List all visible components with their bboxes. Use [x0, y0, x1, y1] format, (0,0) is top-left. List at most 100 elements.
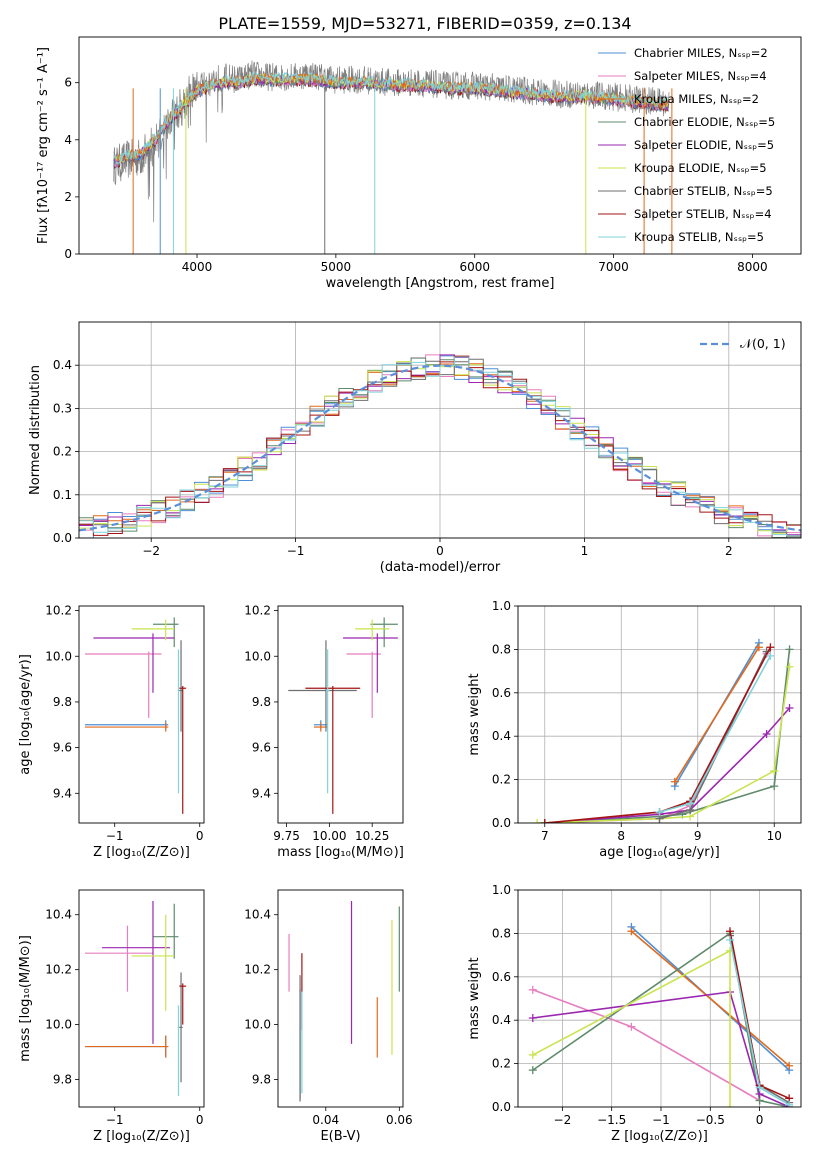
y-tick-label: 0.0: [492, 1100, 511, 1114]
legend-entry: 𝒩(0, 1): [740, 336, 786, 351]
x-tick-label: 4000: [182, 260, 213, 274]
y-tick-label: 0.4: [53, 358, 72, 372]
y-axis-label: age [log₁₀(age/yr)]: [18, 654, 33, 775]
weight-marker-4: [785, 703, 794, 712]
residual-histogram-8: [79, 356, 801, 537]
weight-marker-5: [528, 1050, 537, 1059]
x-tick-label: 8: [617, 829, 625, 843]
y-tick-label: 10.2: [244, 963, 271, 977]
x-axis-label: wavelength [Angstrom, rest frame]: [326, 276, 555, 291]
y-tick-label: 0.0: [53, 531, 72, 545]
panel-age_vs_Z: −1 0 9.4 9.6 9.8 10.0 10.2 Z [log₁₀(Z/Z⊙)] age […: [18, 604, 205, 860]
y-tick-label: 0.6: [492, 686, 511, 700]
y-axis-label: mass weight: [467, 957, 482, 1039]
y-tick-label: 0.4: [492, 729, 511, 743]
plot-area: [113, 60, 673, 254]
panel-spectrum: 4000 5000 6000 7000 8000 0 2 4 6 wavelength [Angs…: [36, 36, 802, 291]
y-tick-label: 9.6: [252, 741, 271, 755]
x-tick-label: 0: [196, 829, 204, 843]
weight-marker-7: [766, 643, 775, 652]
x-tick-label: 10.25: [355, 829, 389, 843]
weight-line-4: [544, 707, 791, 823]
x-tick-label: 2: [725, 544, 733, 558]
panel-mass_vs_Z: −1 0 9.8 10.0 10.2 10.4 Z [log₁₀(Z/Z⊙)] mass [l…: [18, 889, 205, 1144]
weight-marker-1: [627, 1022, 636, 1031]
x-tick-label: 9.75: [273, 829, 300, 843]
x-tick-label: 6000: [459, 260, 490, 274]
x-tick-label: 0.06: [386, 1113, 413, 1127]
axes-frame: [78, 36, 802, 255]
y-tick-label: 9.8: [252, 695, 271, 709]
y-tick-label: 0.8: [492, 926, 511, 940]
weight-marker-4: [762, 730, 771, 739]
y-tick-label: 0.1: [53, 488, 72, 502]
weight-marker-7: [726, 927, 735, 936]
axes-frame: [277, 605, 404, 824]
weight-marker-3: [785, 645, 794, 654]
y-tick-label: 9.6: [53, 741, 72, 755]
weight-line-1: [544, 653, 768, 823]
axes-frame: [517, 605, 802, 824]
weight-marker-2: [627, 927, 636, 936]
legend-entry: Kroupa STELIB, Nₛₛₚ=5: [634, 230, 764, 244]
weight-marker-5: [533, 819, 542, 823]
weight-marker-8: [755, 1083, 764, 1092]
legend-entry: Chabrier STELIB, Nₛₛₚ=5: [634, 184, 773, 198]
weight-line-1: [532, 989, 760, 1102]
legend-entry: Chabrier ELODIE, Nₛₛₚ=5: [634, 115, 775, 129]
weight-marker-8: [655, 808, 664, 817]
axes-frame: [78, 605, 205, 824]
x-tick-label: −1: [652, 1113, 670, 1127]
weight-marker-2: [754, 643, 763, 652]
axes-frame: [277, 889, 404, 1108]
x-axis-label: Z [log₁₀(Z/Z⊙)]: [611, 1129, 708, 1144]
x-tick-label: 0: [196, 1113, 204, 1127]
y-tick-label: 0.6: [492, 970, 511, 984]
weight-line-2: [630, 930, 790, 1067]
y-axis-label: Normed distribution: [28, 365, 43, 495]
panel-weight_vs_Z: −2 −1.5 −1 −0.5 0 0.0 0.2 0.4 0.6 0.8 1.0 Z [log₁₀(…: [467, 883, 802, 1144]
y-tick-label: 0.0: [492, 816, 511, 830]
plot-area: [79, 322, 801, 538]
x-tick-label: 10.00: [312, 829, 346, 843]
legend-entry: Salpeter STELIB, Nₛₛₚ=4: [634, 207, 772, 221]
weight-marker-2: [785, 1061, 794, 1070]
x-tick-label: 0: [436, 544, 444, 558]
x-tick-label: 7000: [598, 260, 629, 274]
x-tick-label: −1: [106, 1113, 124, 1127]
x-tick-label: 7: [541, 829, 549, 843]
y-tick-label: 10.4: [244, 908, 271, 922]
y-tick-label: 10.2: [45, 963, 72, 977]
legend-entry: Salpeter ELODIE, Nₛₛₚ=5: [634, 138, 774, 152]
x-tick-label: 0: [756, 1113, 764, 1127]
panel-weight_vs_age: 7 8 9 10 0.0 0.2 0.4 0.6 0.8 1.0 age [log₁₀(age/yr…: [467, 599, 802, 860]
legend-entry: Chabrier MILES, Nₛₛₚ=2: [634, 46, 768, 60]
x-tick-label: −1: [287, 544, 305, 558]
y-tick-label: 10.0: [45, 649, 72, 663]
y-tick-label: 0.8: [492, 642, 511, 656]
y-tick-label: 6: [64, 76, 72, 90]
normal-curve: [79, 364, 801, 532]
y-tick-label: 9.8: [53, 695, 72, 709]
weight-marker-1: [528, 985, 537, 994]
y-tick-label: 2: [64, 190, 72, 204]
y-tick-label: 10.2: [244, 604, 271, 618]
y-axis-label: mass weight: [467, 673, 482, 755]
x-tick-label: −2: [554, 1113, 572, 1127]
y-axis-label: mass [log₁₀(M/M⊙)]: [18, 935, 33, 1062]
legend-entry: Kroupa ELODIE, Nₛₛₚ=5: [634, 161, 767, 175]
x-axis-label: mass [log₁₀(M/M⊙)]: [277, 845, 404, 860]
weight-marker-5: [770, 766, 779, 775]
x-axis-label: (data-model)/error: [380, 560, 501, 575]
y-tick-label: 9.8: [252, 1073, 271, 1087]
weight-marker-7: [540, 819, 549, 823]
axes-frame: [78, 889, 205, 1108]
weight-line-2: [674, 646, 760, 783]
x-axis-label: Z [log₁₀(Z/Z⊙)]: [93, 845, 190, 860]
weight-marker-5: [726, 1103, 735, 1107]
weight-line-7: [544, 646, 772, 823]
weight-marker-8: [766, 651, 775, 660]
x-tick-label: 1: [581, 544, 589, 558]
